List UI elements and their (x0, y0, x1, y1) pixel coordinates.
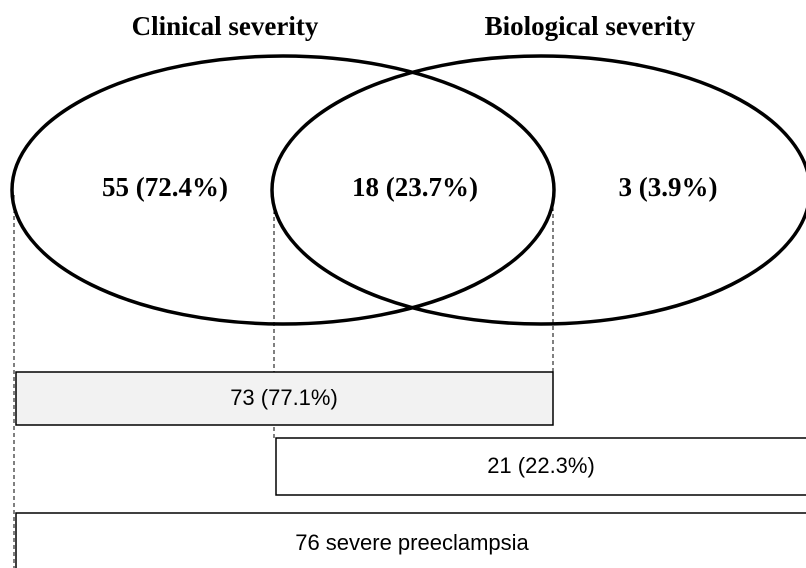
bar-label: 21 (22.3%) (487, 453, 595, 478)
region-label: 55 (72.4%) (102, 172, 228, 202)
region-label: 3 (3.9%) (619, 172, 718, 202)
bar-label: 76 severe preeclampsia (295, 530, 529, 555)
region-label: 18 (23.7%) (352, 172, 478, 202)
set-title: Biological severity (485, 11, 696, 41)
set-ellipse (10, 54, 556, 326)
bar-box (15, 371, 554, 426)
bar-box (275, 437, 806, 496)
bar-box (15, 512, 806, 568)
set-title: Clinical severity (132, 11, 319, 41)
bar-label: 73 (77.1%) (230, 385, 338, 410)
set-ellipse (270, 54, 806, 326)
